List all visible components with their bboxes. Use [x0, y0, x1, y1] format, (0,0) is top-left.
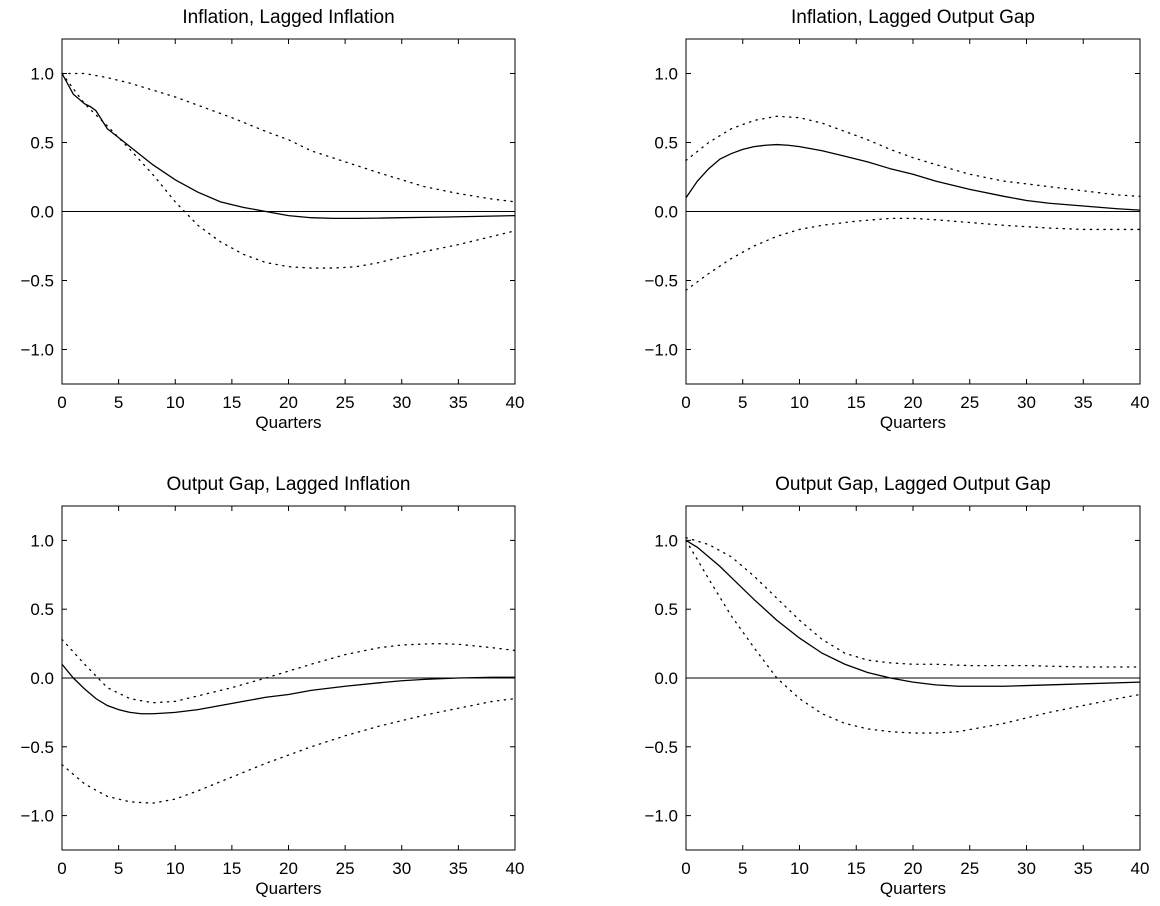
x-tick-label: 20	[904, 393, 923, 412]
x-tick-label: 10	[790, 859, 809, 878]
x-tick-label: 5	[738, 393, 747, 412]
x-axis-label: Quarters	[880, 879, 946, 898]
x-axis-label: Quarters	[255, 413, 321, 432]
x-tick-label: 20	[279, 393, 298, 412]
y-tick-label: 0.0	[654, 669, 678, 688]
lower-band-line	[685, 539, 1141, 734]
estimate-line	[61, 663, 515, 715]
x-tick-label: 40	[506, 859, 525, 878]
x-tick-label: 5	[114, 859, 123, 878]
y-tick-label: 1.0	[30, 531, 54, 550]
x-tick-label: 40	[1131, 859, 1150, 878]
panel-2: Inflation, Lagged Output Gap 0 5 10 15 20 25 30…	[644, 7, 1149, 432]
x-axis-label: Quarters	[880, 413, 946, 432]
y-tick-label: 0.0	[30, 669, 54, 688]
panel-title: Inflation, Lagged Output Gap	[791, 7, 1035, 28]
y-tick-label: −1.0	[644, 341, 678, 360]
y-tick-label: 0.5	[30, 600, 54, 619]
upper-band-line	[685, 115, 1141, 197]
y-tick-label: −0.5	[644, 272, 678, 291]
upper-band-line	[685, 537, 1141, 668]
x-tick-label: 5	[114, 393, 123, 412]
y-tick-label: −1.0	[20, 807, 54, 826]
panel-3: Output Gap, Lagged Inflation 0 5 10 15 20 25 30…	[20, 474, 524, 898]
y-tick-label: −0.5	[20, 738, 54, 757]
x-tick-label: 0	[681, 859, 690, 878]
x-tick-label: 10	[166, 859, 185, 878]
x-tick-label: 20	[279, 859, 298, 878]
y-tick-label: 1.0	[654, 531, 678, 550]
estimate-line	[685, 539, 1141, 687]
x-tick-label: 20	[904, 859, 923, 878]
x-tick-label: 10	[166, 393, 185, 412]
panel-title: Output Gap, Lagged Output Gap	[775, 474, 1051, 495]
x-tick-label: 0	[57, 393, 66, 412]
x-tick-label: 30	[1017, 859, 1036, 878]
y-tick-label: 0.0	[30, 203, 54, 222]
x-tick-label: 25	[336, 393, 355, 412]
y-tick-label: −1.0	[644, 807, 678, 826]
panel-4: Output Gap, Lagged Output Gap 0 5 10 15 20 25 3…	[644, 474, 1149, 898]
x-tick-label: 15	[222, 393, 241, 412]
y-tick-label: 0.5	[30, 134, 54, 153]
panel-1: Inflation, Lagged Inflation 0 5 10 15 20 25 30 3…	[20, 7, 524, 432]
estimate-line	[61, 73, 516, 220]
estimate-line	[685, 143, 1141, 211]
x-tick-label: 30	[1017, 393, 1036, 412]
lower-band-line	[685, 217, 1141, 291]
x-tick-label: 0	[681, 393, 690, 412]
y-tick-label: 0.0	[654, 203, 678, 222]
y-tick-label: 0.5	[654, 600, 678, 619]
x-tick-label: 5	[738, 859, 747, 878]
y-tick-label: −0.5	[644, 738, 678, 757]
x-tick-label: 35	[1074, 393, 1093, 412]
y-tick-label: 0.5	[654, 134, 678, 153]
x-tick-label: 15	[847, 859, 866, 878]
x-tick-label: 35	[449, 859, 468, 878]
x-axis-label: Quarters	[255, 879, 321, 898]
x-tick-label: 35	[449, 393, 468, 412]
x-tick-label: 25	[960, 859, 979, 878]
upper-band-line	[61, 638, 516, 704]
panel-title: Output Gap, Lagged Inflation	[166, 474, 410, 495]
x-tick-label: 30	[392, 393, 411, 412]
y-tick-label: −1.0	[20, 341, 54, 360]
x-tick-label: 25	[960, 393, 979, 412]
y-tick-label: −0.5	[20, 272, 54, 291]
panel-title: Inflation, Lagged Inflation	[182, 7, 394, 28]
x-tick-label: 35	[1074, 859, 1093, 878]
y-tick-label: 1.0	[654, 65, 678, 84]
lower-band-line	[61, 697, 516, 804]
x-tick-label: 15	[222, 859, 241, 878]
upper-band-line	[61, 72, 516, 203]
x-tick-label: 30	[392, 859, 411, 878]
x-tick-label: 10	[790, 393, 809, 412]
x-tick-label: 40	[506, 393, 525, 412]
lower-band-line	[61, 72, 516, 269]
y-tick-label: 1.0	[30, 65, 54, 84]
x-tick-label: 25	[336, 859, 355, 878]
x-tick-label: 40	[1131, 393, 1150, 412]
x-tick-label: 0	[57, 859, 66, 878]
x-tick-label: 15	[847, 393, 866, 412]
